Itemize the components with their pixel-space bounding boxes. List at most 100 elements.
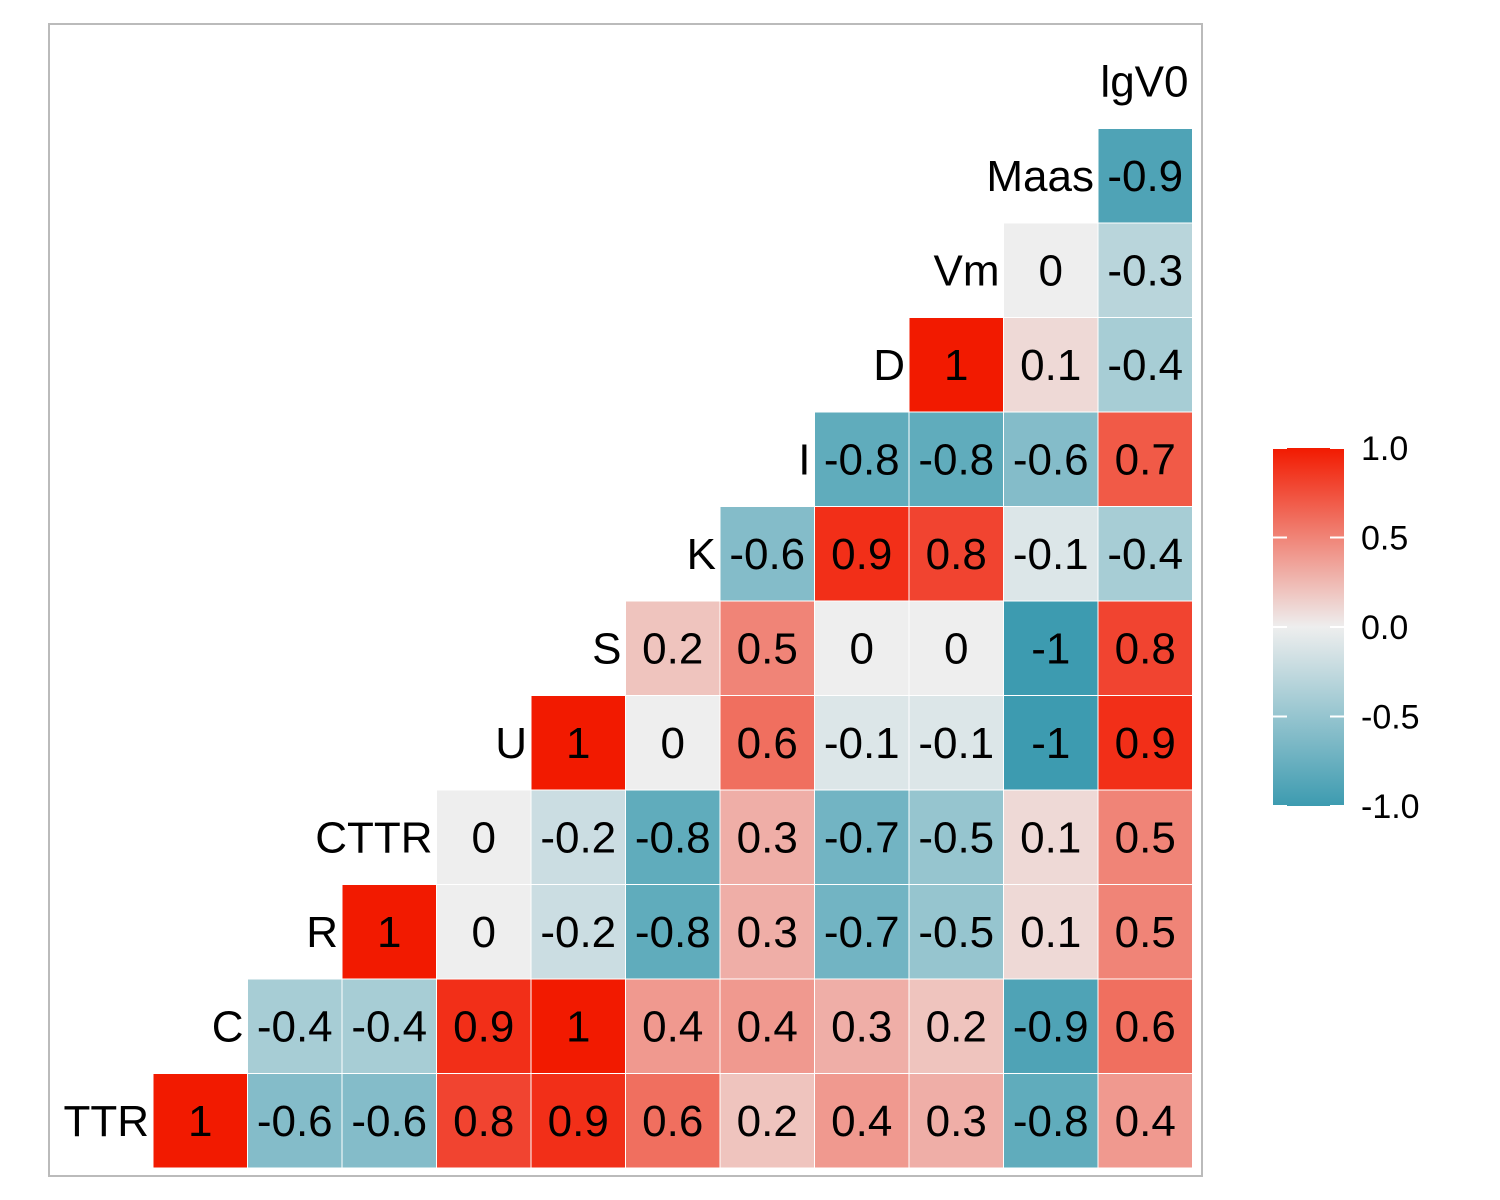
variable-label-C: C — [212, 1002, 244, 1051]
cell-value-U-D: -0.1 — [824, 719, 900, 768]
cell-value-R-Maas: 0.1 — [1020, 908, 1081, 957]
cell-value-R-CTTR: 1 — [377, 908, 401, 957]
variable-label-K: K — [687, 530, 716, 579]
heatmap-cell-CTTR-I — [719, 789, 815, 885]
heatmap-cells: 1 -0.6 -0.4 -0.6 -0.4 1 0.8 0.9 0 0 0.9 1 -0.2 -0.2 1 0… — [152, 128, 1193, 1169]
heatmap-cell-TTR-U — [436, 1073, 532, 1169]
cell-value-S-I: 0.5 — [737, 624, 798, 673]
variable-label-CTTR: CTTR — [315, 813, 432, 862]
cell-value-U-S: 1 — [566, 719, 590, 768]
heatmap-cell-C-lgV0 — [1097, 978, 1193, 1074]
legend-tick-label: 0.5 — [1361, 520, 1408, 558]
cell-value-I-lgV0: 0.7 — [1115, 435, 1176, 484]
cell-value-TTR-D: 0.4 — [831, 1097, 892, 1146]
heatmap-cell-Maas-lgV0 — [1097, 128, 1193, 224]
heatmap-cell-C-CTTR — [341, 978, 437, 1074]
variable-label-lgV0: lgV0 — [1100, 57, 1188, 106]
heatmap-cell-R-lgV0 — [1097, 884, 1193, 980]
cell-value-U-lgV0: 0.9 — [1115, 719, 1176, 768]
cell-value-TTR-K: 0.6 — [642, 1097, 703, 1146]
heatmap-cell-CTTR-U — [436, 789, 532, 885]
heatmap-cell-C-U — [436, 978, 532, 1074]
heatmap-cell-TTR-CTTR — [341, 1073, 437, 1169]
cell-value-R-U: 0 — [472, 908, 496, 957]
heatmap-cell-TTR-Maas — [1003, 1073, 1099, 1169]
cell-value-D-Vm: 1 — [944, 341, 968, 390]
cell-value-TTR-S: 0.9 — [548, 1097, 609, 1146]
variable-label-D: D — [873, 341, 905, 390]
cell-value-C-I: 0.4 — [737, 1002, 798, 1051]
cell-value-C-S: 1 — [566, 1002, 590, 1051]
cell-value-TTR-Vm: 0.3 — [926, 1097, 987, 1146]
heatmap-cell-R-D — [814, 884, 910, 980]
cell-value-I-Maas: -0.6 — [1013, 435, 1089, 484]
heatmap-cell-R-U — [436, 884, 532, 980]
cell-value-U-K: 0 — [661, 719, 685, 768]
cell-value-CTTR-lgV0: 0.5 — [1115, 813, 1176, 862]
cell-value-C-D: 0.3 — [831, 1002, 892, 1051]
cell-value-S-Vm: 0 — [944, 624, 968, 673]
cell-value-R-lgV0: 0.5 — [1115, 908, 1176, 957]
variable-label-Vm: Vm — [934, 246, 1000, 295]
cell-value-TTR-I: 0.2 — [737, 1097, 798, 1146]
heatmap-cell-S-K — [625, 600, 721, 696]
legend-tick-label: 0.0 — [1361, 609, 1408, 647]
heatmap-cell-CTTR-K — [625, 789, 721, 885]
heatmap-cell-I-lgV0 — [1097, 411, 1193, 507]
variable-label-S: S — [592, 624, 621, 673]
cell-value-C-U: 0.9 — [453, 1002, 514, 1051]
cell-value-C-K: 0.4 — [642, 1002, 703, 1051]
heatmap-cell-U-Maas — [1003, 695, 1099, 791]
heatmap-cell-S-lgV0 — [1097, 600, 1193, 696]
cell-value-S-Maas: -1 — [1031, 624, 1070, 673]
cell-value-K-I: -0.6 — [729, 530, 805, 579]
cell-value-CTTR-U: 0 — [472, 813, 496, 862]
cell-value-R-K: -0.8 — [635, 908, 711, 957]
heatmap-cell-U-lgV0 — [1097, 695, 1193, 791]
cell-value-C-Maas: -0.9 — [1013, 1002, 1089, 1051]
variable-label-I: I — [798, 435, 810, 484]
heatmap-cell-C-Vm — [908, 978, 1004, 1074]
heatmap-cell-R-CTTR — [341, 884, 437, 980]
heatmap-cell-U-D — [814, 695, 910, 791]
cell-value-R-S: -0.2 — [540, 908, 616, 957]
cell-value-C-CTTR: -0.4 — [351, 1002, 427, 1051]
cell-value-CTTR-S: -0.2 — [540, 813, 616, 862]
cell-value-I-D: -0.8 — [824, 435, 900, 484]
heatmap-cell-S-Vm — [908, 600, 1004, 696]
heatmap-cell-TTR-R — [247, 1073, 343, 1169]
cell-value-CTTR-Vm: -0.5 — [918, 813, 994, 862]
cell-value-S-K: 0.2 — [642, 624, 703, 673]
heatmap-cell-C-S — [530, 978, 626, 1074]
cell-value-CTTR-Maas: 0.1 — [1020, 813, 1081, 862]
cell-value-TTR-U: 0.8 — [453, 1097, 514, 1146]
cell-value-I-Vm: -0.8 — [918, 435, 994, 484]
cell-value-R-Vm: -0.5 — [918, 908, 994, 957]
cell-value-Vm-Maas: 0 — [1039, 246, 1063, 295]
cell-value-TTR-Maas: -0.8 — [1013, 1097, 1089, 1146]
cell-value-K-Maas: -0.1 — [1013, 530, 1089, 579]
cell-value-CTTR-I: 0.3 — [737, 813, 798, 862]
heatmap-cell-U-I — [719, 695, 815, 791]
heatmap-cell-TTR-C — [152, 1073, 248, 1169]
cell-value-K-Vm: 0.8 — [926, 530, 987, 579]
cell-value-D-lgV0: -0.4 — [1107, 341, 1183, 390]
cell-value-U-Maas: -1 — [1031, 719, 1070, 768]
cell-value-TTR-C: 1 — [188, 1097, 212, 1146]
cell-value-C-lgV0: 0.6 — [1115, 1002, 1176, 1051]
cell-value-Vm-lgV0: -0.3 — [1107, 246, 1183, 295]
cell-value-CTTR-K: -0.8 — [635, 813, 711, 862]
cell-value-R-I: 0.3 — [737, 908, 798, 957]
cell-value-K-lgV0: -0.4 — [1107, 530, 1183, 579]
heatmap-cell-S-I — [719, 600, 815, 696]
cell-value-S-D: 0 — [850, 624, 874, 673]
cell-value-K-D: 0.9 — [831, 530, 892, 579]
heatmap-cell-U-S — [530, 695, 626, 791]
heatmap-cell-TTR-I — [719, 1073, 815, 1169]
heatmap-cell-D-lgV0 — [1097, 317, 1193, 413]
heatmap-cell-C-Maas — [1003, 978, 1099, 1074]
heatmap-cell-TTR-lgV0 — [1097, 1073, 1193, 1169]
heatmap-cell-C-R — [247, 978, 343, 1074]
